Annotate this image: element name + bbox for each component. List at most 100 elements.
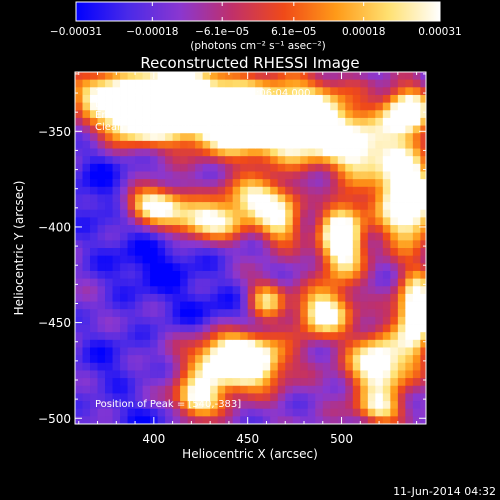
heatmap-cell (270, 102, 279, 111)
heatmap-cell (210, 286, 219, 295)
heatmap-cell (367, 401, 376, 410)
heatmap-cell (322, 332, 331, 341)
heatmap-cell (397, 401, 406, 410)
heatmap-cell (172, 378, 181, 387)
heatmap-cell (135, 179, 143, 188)
heatmap-cell (232, 355, 241, 364)
heatmap-cell (180, 156, 189, 165)
heatmap-cell (150, 186, 158, 195)
heatmap-cell (397, 140, 406, 149)
heatmap-cell (75, 163, 83, 172)
heatmap-cell (142, 163, 151, 172)
heatmap-cell (337, 163, 346, 172)
heatmap-cell (247, 240, 256, 249)
heatmap-cell (172, 401, 181, 410)
heatmap-cell (127, 140, 136, 149)
heatmap-cell (120, 385, 128, 394)
heatmap-cell (330, 370, 339, 379)
heatmap-cell (285, 324, 294, 333)
heatmap-cell (352, 301, 361, 310)
heatmap-cell (270, 225, 279, 234)
heatmap-cell (187, 79, 196, 88)
heatmap-cell (75, 324, 83, 333)
heatmap-cell (322, 179, 331, 188)
heatmap-cell (352, 94, 361, 104)
heatmap-cell (360, 362, 369, 371)
heatmap-cell (142, 362, 151, 371)
heatmap-cell (405, 148, 414, 157)
heatmap-cell (300, 148, 309, 157)
heatmap-cell (337, 362, 346, 371)
heatmap-cell (382, 79, 391, 88)
heatmap-cell (405, 171, 414, 180)
heatmap-cell (315, 324, 324, 333)
heatmap-cell (150, 179, 158, 188)
heatmap-cell (285, 393, 294, 402)
heatmap-cell (240, 110, 249, 119)
heatmap-cell (285, 125, 294, 134)
heatmap-cell (285, 72, 294, 81)
heatmap-cell (292, 202, 301, 211)
heatmap-cell (187, 140, 196, 149)
heatmap-cell (105, 263, 113, 272)
heatmap-cell (165, 301, 174, 310)
heatmap-cell (337, 202, 346, 211)
heatmap-cell (285, 378, 294, 387)
heatmap-cell (240, 316, 249, 325)
heatmap-cell (150, 385, 158, 394)
heatmap-cell (262, 156, 271, 165)
heatmap-cell (195, 378, 204, 387)
heatmap-cell (187, 125, 196, 134)
heatmap-cell (112, 401, 121, 410)
heatmap-cell (292, 125, 301, 134)
heatmap-cell (105, 110, 113, 119)
heatmap-cell (232, 102, 241, 111)
heatmap-cell (382, 232, 391, 241)
heatmap-cell (112, 202, 121, 211)
heatmap-cell (345, 309, 354, 318)
heatmap-cell (172, 324, 181, 333)
heatmap-cell (217, 355, 226, 364)
heatmap-cell (142, 316, 151, 325)
heatmap-cell (285, 362, 294, 371)
heatmap-cell (240, 378, 249, 387)
heatmap-cell (97, 355, 106, 364)
heatmap-cell (307, 209, 316, 218)
heatmap-cell (412, 110, 421, 119)
heatmap-cell (405, 324, 414, 333)
heatmap-cell (195, 79, 204, 88)
heatmap-cell (75, 263, 83, 272)
heatmap-cell (90, 355, 98, 364)
heatmap-cell (195, 217, 204, 226)
heatmap-cell (330, 301, 339, 310)
heatmap-cell (390, 194, 399, 203)
heatmap-cell (247, 140, 256, 149)
heatmap-cell (352, 362, 361, 371)
heatmap-cell (352, 194, 361, 203)
heatmap-cell (247, 339, 256, 348)
heatmap-cell (360, 110, 369, 119)
heatmap-cell (75, 179, 83, 188)
heatmap-cell (127, 87, 136, 96)
heatmap-cell (300, 156, 309, 165)
heatmap-cell (262, 240, 271, 249)
heatmap-cell (270, 362, 279, 371)
heatmap-cell (105, 202, 113, 211)
heatmap-cell (172, 309, 181, 318)
heatmap-cell (135, 94, 143, 104)
heatmap-cell (75, 186, 83, 195)
heatmap-cell (382, 270, 391, 280)
heatmap-cell (330, 156, 339, 165)
heatmap-cell (202, 186, 211, 195)
heatmap-cell (202, 293, 211, 302)
heatmap-cell (240, 94, 249, 104)
heatmap-cell (360, 332, 369, 341)
heatmap-cell (195, 94, 204, 104)
heatmap-cell (157, 102, 166, 111)
heatmap-cell (375, 140, 384, 149)
heatmap-cell (180, 339, 189, 348)
heatmap-cell (135, 263, 143, 272)
heatmap-cell (300, 186, 309, 195)
heatmap-cell (157, 225, 166, 234)
heatmap-cell (337, 339, 346, 348)
